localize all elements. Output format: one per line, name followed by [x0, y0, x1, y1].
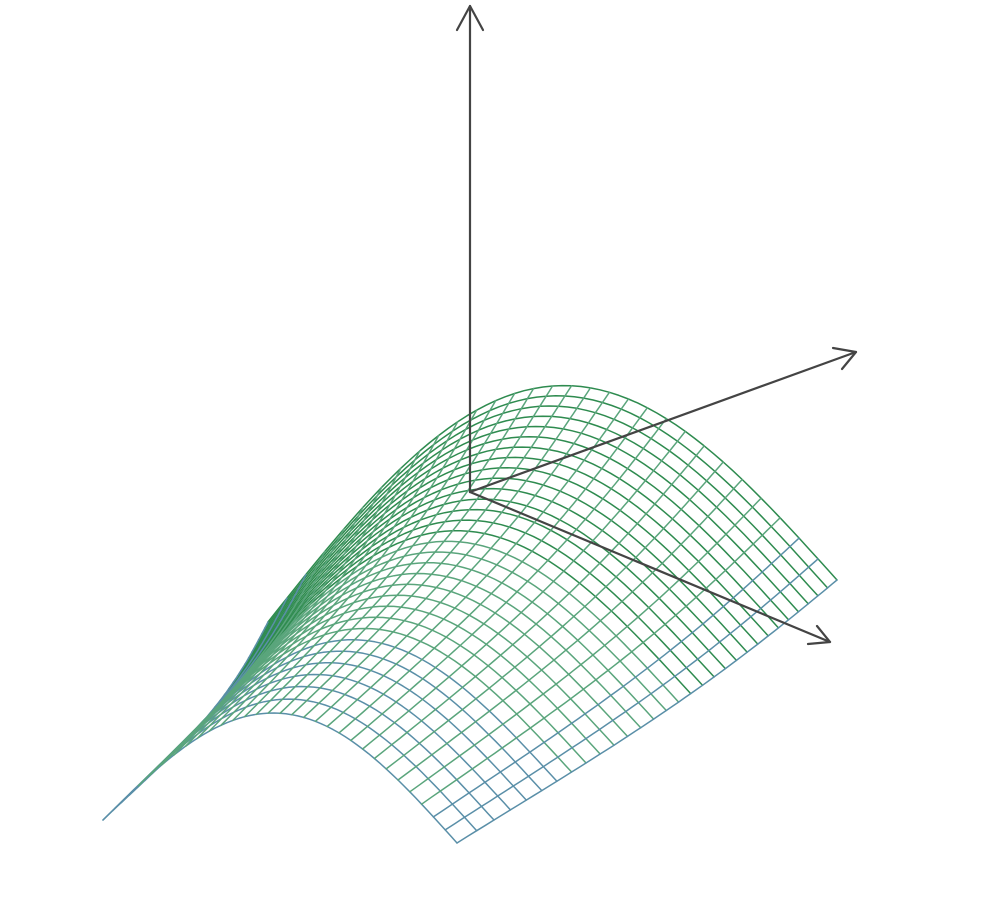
surface-grid-line [102, 712, 458, 844]
surface-grid-line [114, 597, 288, 810]
surface-grid-line [208, 434, 440, 732]
surface-grid-line [361, 430, 687, 750]
surface-grid-line [350, 417, 668, 742]
surface-grid-line [149, 528, 345, 776]
surface-grid-line [267, 387, 535, 714]
surface-grid-line [255, 392, 516, 716]
horizontal-axis [468, 490, 832, 644]
surface-grid-line [161, 506, 364, 766]
surface-grid-line [173, 486, 383, 756]
surface-grid-line [326, 398, 630, 728]
surface-grid-line [279, 385, 554, 715]
surface-grid-line [373, 445, 705, 760]
surface-grid-line [196, 450, 421, 740]
surface-grid-line [456, 579, 838, 844]
surface-grid-line [102, 621, 269, 821]
surface-grid-line [385, 461, 724, 770]
surface-grid-line [397, 478, 743, 781]
surface-grid-line [338, 407, 649, 734]
surface-grid-line [243, 399, 497, 718]
surface-grid-line [432, 537, 800, 818]
surface-grid-line [409, 497, 762, 793]
surface-grid-line [232, 409, 478, 722]
surface-mesh [102, 384, 838, 844]
surface-grid-line [444, 558, 819, 831]
axes-group [455, 4, 858, 646]
surface-grid-line [302, 387, 592, 719]
surface-grid-line [420, 517, 781, 805]
surface-grid-line [314, 391, 611, 723]
vertical-axis-arrowhead [455, 4, 485, 32]
depth-axis [468, 350, 858, 494]
surface-grid-line [291, 385, 573, 716]
depth-axis-arrowhead [831, 346, 858, 371]
horizontal-axis-arrowhead [806, 624, 832, 646]
surface-grid-line [267, 384, 838, 623]
surface-grid-line [184, 467, 402, 747]
surface-grid-line [220, 421, 459, 727]
surface-grid-line [111, 698, 478, 832]
